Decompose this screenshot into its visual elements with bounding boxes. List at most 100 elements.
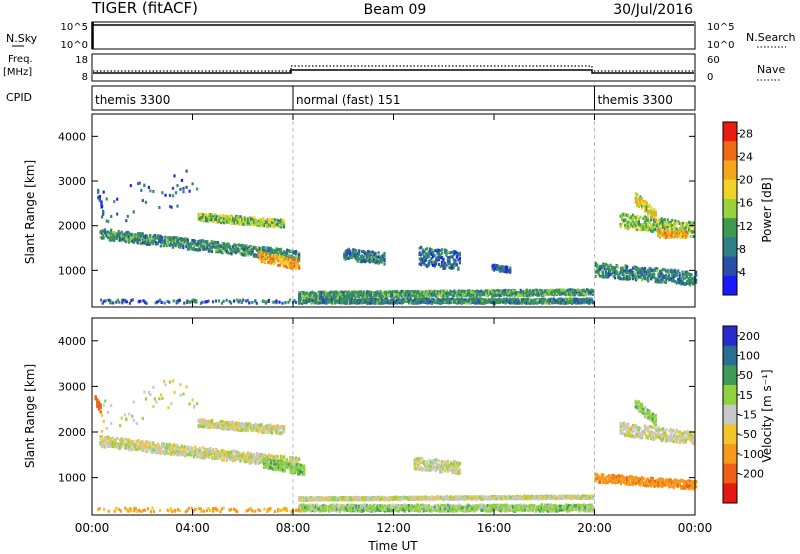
data-cell [423,292,426,295]
data-cell [426,301,429,305]
data-cell [104,299,107,303]
data-cell [596,267,599,271]
data-cell [200,218,203,222]
data-cell [663,221,666,225]
data-cell [370,290,373,294]
data-cell [365,298,369,302]
data-cell [692,282,695,286]
data-cell [586,298,589,302]
data-cell [356,255,359,259]
data-cell [468,289,471,293]
data-cell [241,217,244,221]
data-cell [305,298,308,301]
data-cell [469,290,473,294]
data-cell [474,301,477,305]
data-cell [478,297,482,301]
data-cell [137,182,140,186]
data-cell [421,252,424,256]
data-cell [636,267,639,271]
data-cell [283,251,286,255]
data-cell [298,264,301,268]
data-cell [247,217,250,221]
data-cell [251,300,254,304]
data-cell [427,289,430,293]
data-cell [493,263,496,267]
data-cell [566,301,569,305]
data-cell [418,292,421,296]
data-cell [331,292,334,296]
data-cell [506,291,509,294]
data-cell [204,247,207,251]
data-cell [566,292,569,296]
data-cell [138,232,141,236]
data-cell [233,221,236,225]
data-cell [624,226,627,230]
freq-tick-bottom: 8 [82,72,88,83]
data-cell [671,224,674,227]
data-cell [275,299,278,303]
data-cell [346,300,349,304]
data-cell [341,297,344,301]
data-cell [364,252,367,256]
data-cell [421,300,424,304]
data-cell [626,277,629,281]
data-cell [457,291,460,295]
data-cell [644,274,647,278]
data-cell [122,233,125,237]
data-cell [352,292,355,296]
data-cell [449,251,453,255]
data-cell [477,301,480,305]
data-cell [101,230,104,234]
data-cell [122,298,125,302]
data-cell [452,265,456,269]
data-cell [674,274,677,278]
data-cell [135,237,138,241]
data-cell [131,298,134,302]
data-cell [660,217,663,221]
data-cell [628,220,631,224]
data-cell [117,238,120,242]
data-cell [555,300,558,304]
data-cell [266,254,269,258]
data-cell [371,254,374,258]
data-cell [212,217,215,221]
data-cell [115,300,118,304]
data-cell [504,270,507,274]
data-cell [424,247,427,251]
data-cell [317,291,320,294]
data-cell [118,300,121,304]
data-cell [206,246,209,250]
data-cell [334,298,337,301]
data-cell [263,246,266,250]
data-cell [316,295,319,298]
data-cell [524,293,527,297]
data-cell [275,301,278,305]
data-cell [491,289,494,292]
data-cell [672,272,675,276]
data-cell [452,252,456,256]
data-cell [272,300,275,304]
data-cell [408,299,411,303]
data-cell [361,301,364,305]
data-cell [269,261,272,265]
data-cell [521,291,524,295]
data-cell [108,232,111,235]
data-cell [608,268,611,272]
data-cell [564,290,568,294]
data-cell [394,291,397,295]
data-cell [540,289,543,293]
data-cell [504,289,507,293]
data-cell [600,266,603,270]
data-cell [513,291,516,295]
data-cell [418,246,421,250]
data-cell [377,251,380,255]
data-cell [497,289,500,293]
data-cell [266,261,269,264]
data-cell [646,229,650,233]
data-cell [635,268,638,271]
data-cell [380,294,384,298]
data-cell [197,247,200,251]
data-cell [457,289,460,293]
data-cell [432,263,435,267]
data-cell [686,281,689,285]
